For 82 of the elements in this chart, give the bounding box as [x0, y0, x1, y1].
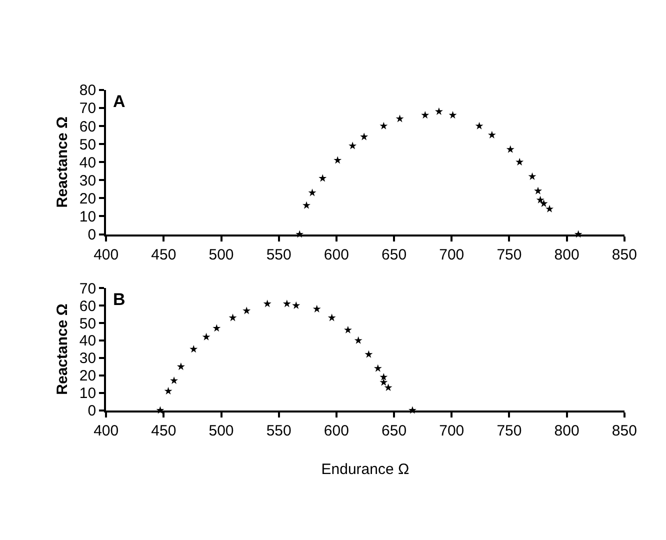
y-tick-label: 30 [79, 172, 96, 190]
point [434, 107, 443, 115]
point [242, 306, 251, 314]
y-tick-label: 20 [79, 190, 96, 208]
point [344, 326, 352, 334]
x-tick-label: 500 [208, 422, 234, 440]
y-tick-label: 0 [88, 402, 96, 420]
point [374, 364, 382, 372]
point [302, 201, 310, 209]
point [546, 204, 554, 212]
x-tick-label: 600 [324, 246, 349, 264]
annotation: B [113, 290, 126, 309]
x-tick-label: 400 [94, 422, 119, 440]
point [190, 345, 198, 353]
x-tick-label: 500 [208, 246, 234, 264]
point [170, 376, 178, 384]
y-tick-label: 80 [79, 82, 96, 100]
x-tick-label: 850 [612, 246, 637, 264]
point [308, 188, 316, 196]
x-tick-label: 550 [266, 422, 292, 440]
x-tick-label: 750 [496, 422, 522, 440]
point [282, 300, 291, 308]
y-tick-label: 70 [79, 280, 96, 298]
y-tick-label: 10 [79, 208, 96, 226]
y-tick-label: 10 [79, 385, 96, 402]
point [318, 174, 327, 182]
y-tick-label: 40 [79, 154, 96, 172]
point [448, 110, 457, 119]
y-tick-label: 20 [79, 368, 96, 385]
x-tick-label: 650 [382, 246, 407, 264]
x-tick-label: 400 [94, 246, 119, 264]
point [516, 158, 524, 166]
y-tick-label: 50 [79, 136, 96, 154]
point [540, 199, 548, 208]
x-tick-label: 800 [554, 246, 580, 264]
point [534, 186, 542, 194]
point [348, 142, 357, 150]
point [360, 132, 368, 140]
y-axis-title: Reactance Ω [54, 304, 72, 395]
point [384, 383, 392, 392]
point [202, 332, 210, 340]
y-axis-title: Reactance Ω [54, 116, 72, 208]
y-tick-label: 60 [79, 118, 96, 136]
point [421, 110, 430, 119]
point [528, 172, 536, 180]
x-tick-label: 750 [496, 246, 522, 264]
point [312, 304, 321, 312]
point [328, 314, 336, 322]
point [334, 156, 342, 164]
x-tick-label: 700 [439, 246, 464, 264]
point [380, 372, 388, 381]
point [475, 122, 484, 130]
annotation: A [113, 92, 126, 111]
y-tick-label: 60 [79, 298, 96, 315]
point [364, 350, 373, 358]
point [164, 386, 172, 395]
point [380, 122, 388, 130]
point [212, 324, 221, 332]
point [228, 314, 237, 322]
x-tick-label: 700 [439, 422, 464, 440]
x-tick-label: 450 [151, 422, 176, 440]
point [263, 300, 272, 308]
point [396, 114, 404, 122]
y-tick-label: 50 [79, 315, 96, 332]
y-tick-label: 40 [79, 332, 96, 350]
point [176, 362, 185, 370]
y-tick-label: 30 [79, 350, 96, 368]
point [354, 336, 362, 344]
point [536, 196, 544, 204]
x-tick-label: 450 [151, 246, 176, 264]
point [506, 145, 514, 153]
x-tick-label: 800 [554, 422, 580, 440]
y-tick-label: 0 [88, 226, 96, 244]
y-tick-label: 70 [79, 100, 96, 118]
x-tick-label: 600 [324, 422, 349, 440]
point [380, 378, 388, 386]
point [488, 130, 496, 138]
x-axis-title: Endurance Ω [321, 460, 410, 478]
x-tick-label: 550 [266, 246, 292, 264]
x-tick-label: 650 [382, 422, 407, 440]
x-tick-label: 850 [612, 422, 637, 440]
point [292, 301, 300, 309]
